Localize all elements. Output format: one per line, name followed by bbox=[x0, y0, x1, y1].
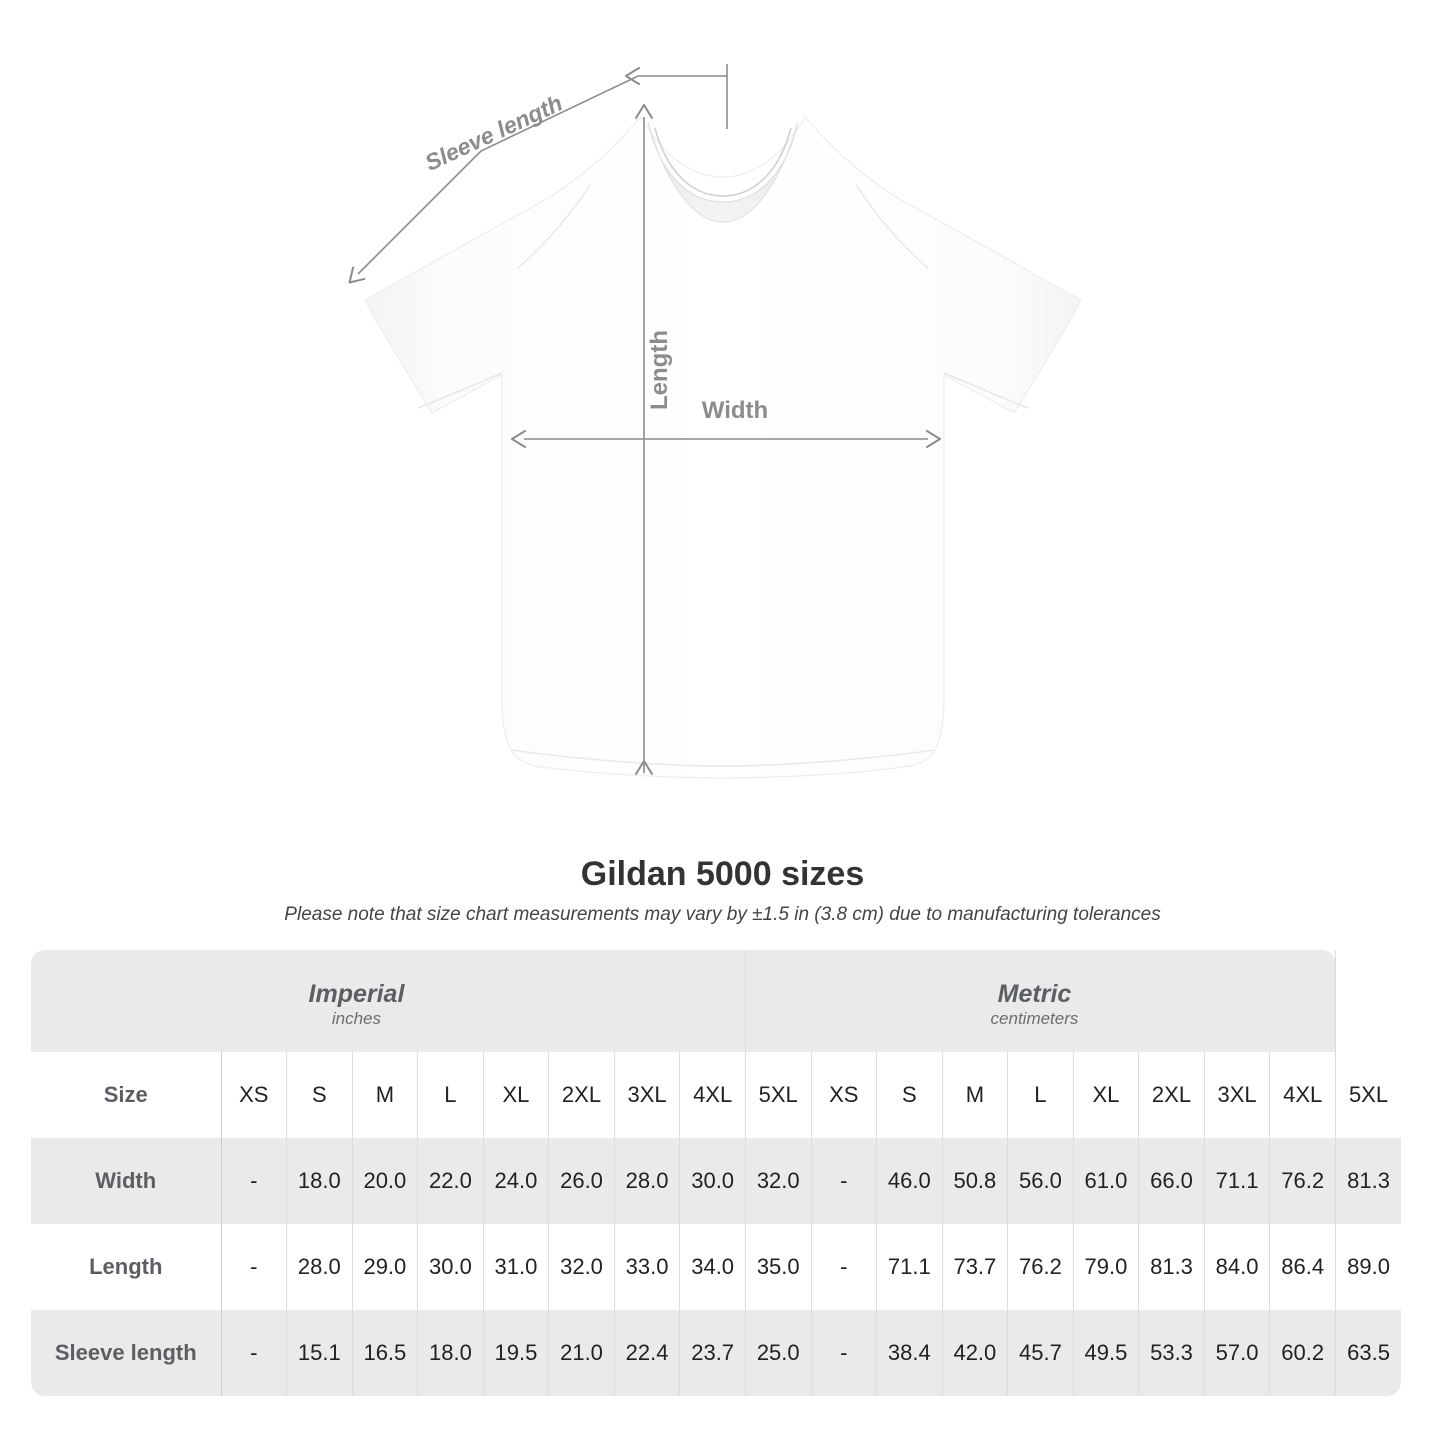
svg-text:Sleeve length: Sleeve length bbox=[421, 90, 566, 176]
svg-text:Length: Length bbox=[646, 330, 673, 410]
svg-text:Width: Width bbox=[702, 397, 768, 424]
